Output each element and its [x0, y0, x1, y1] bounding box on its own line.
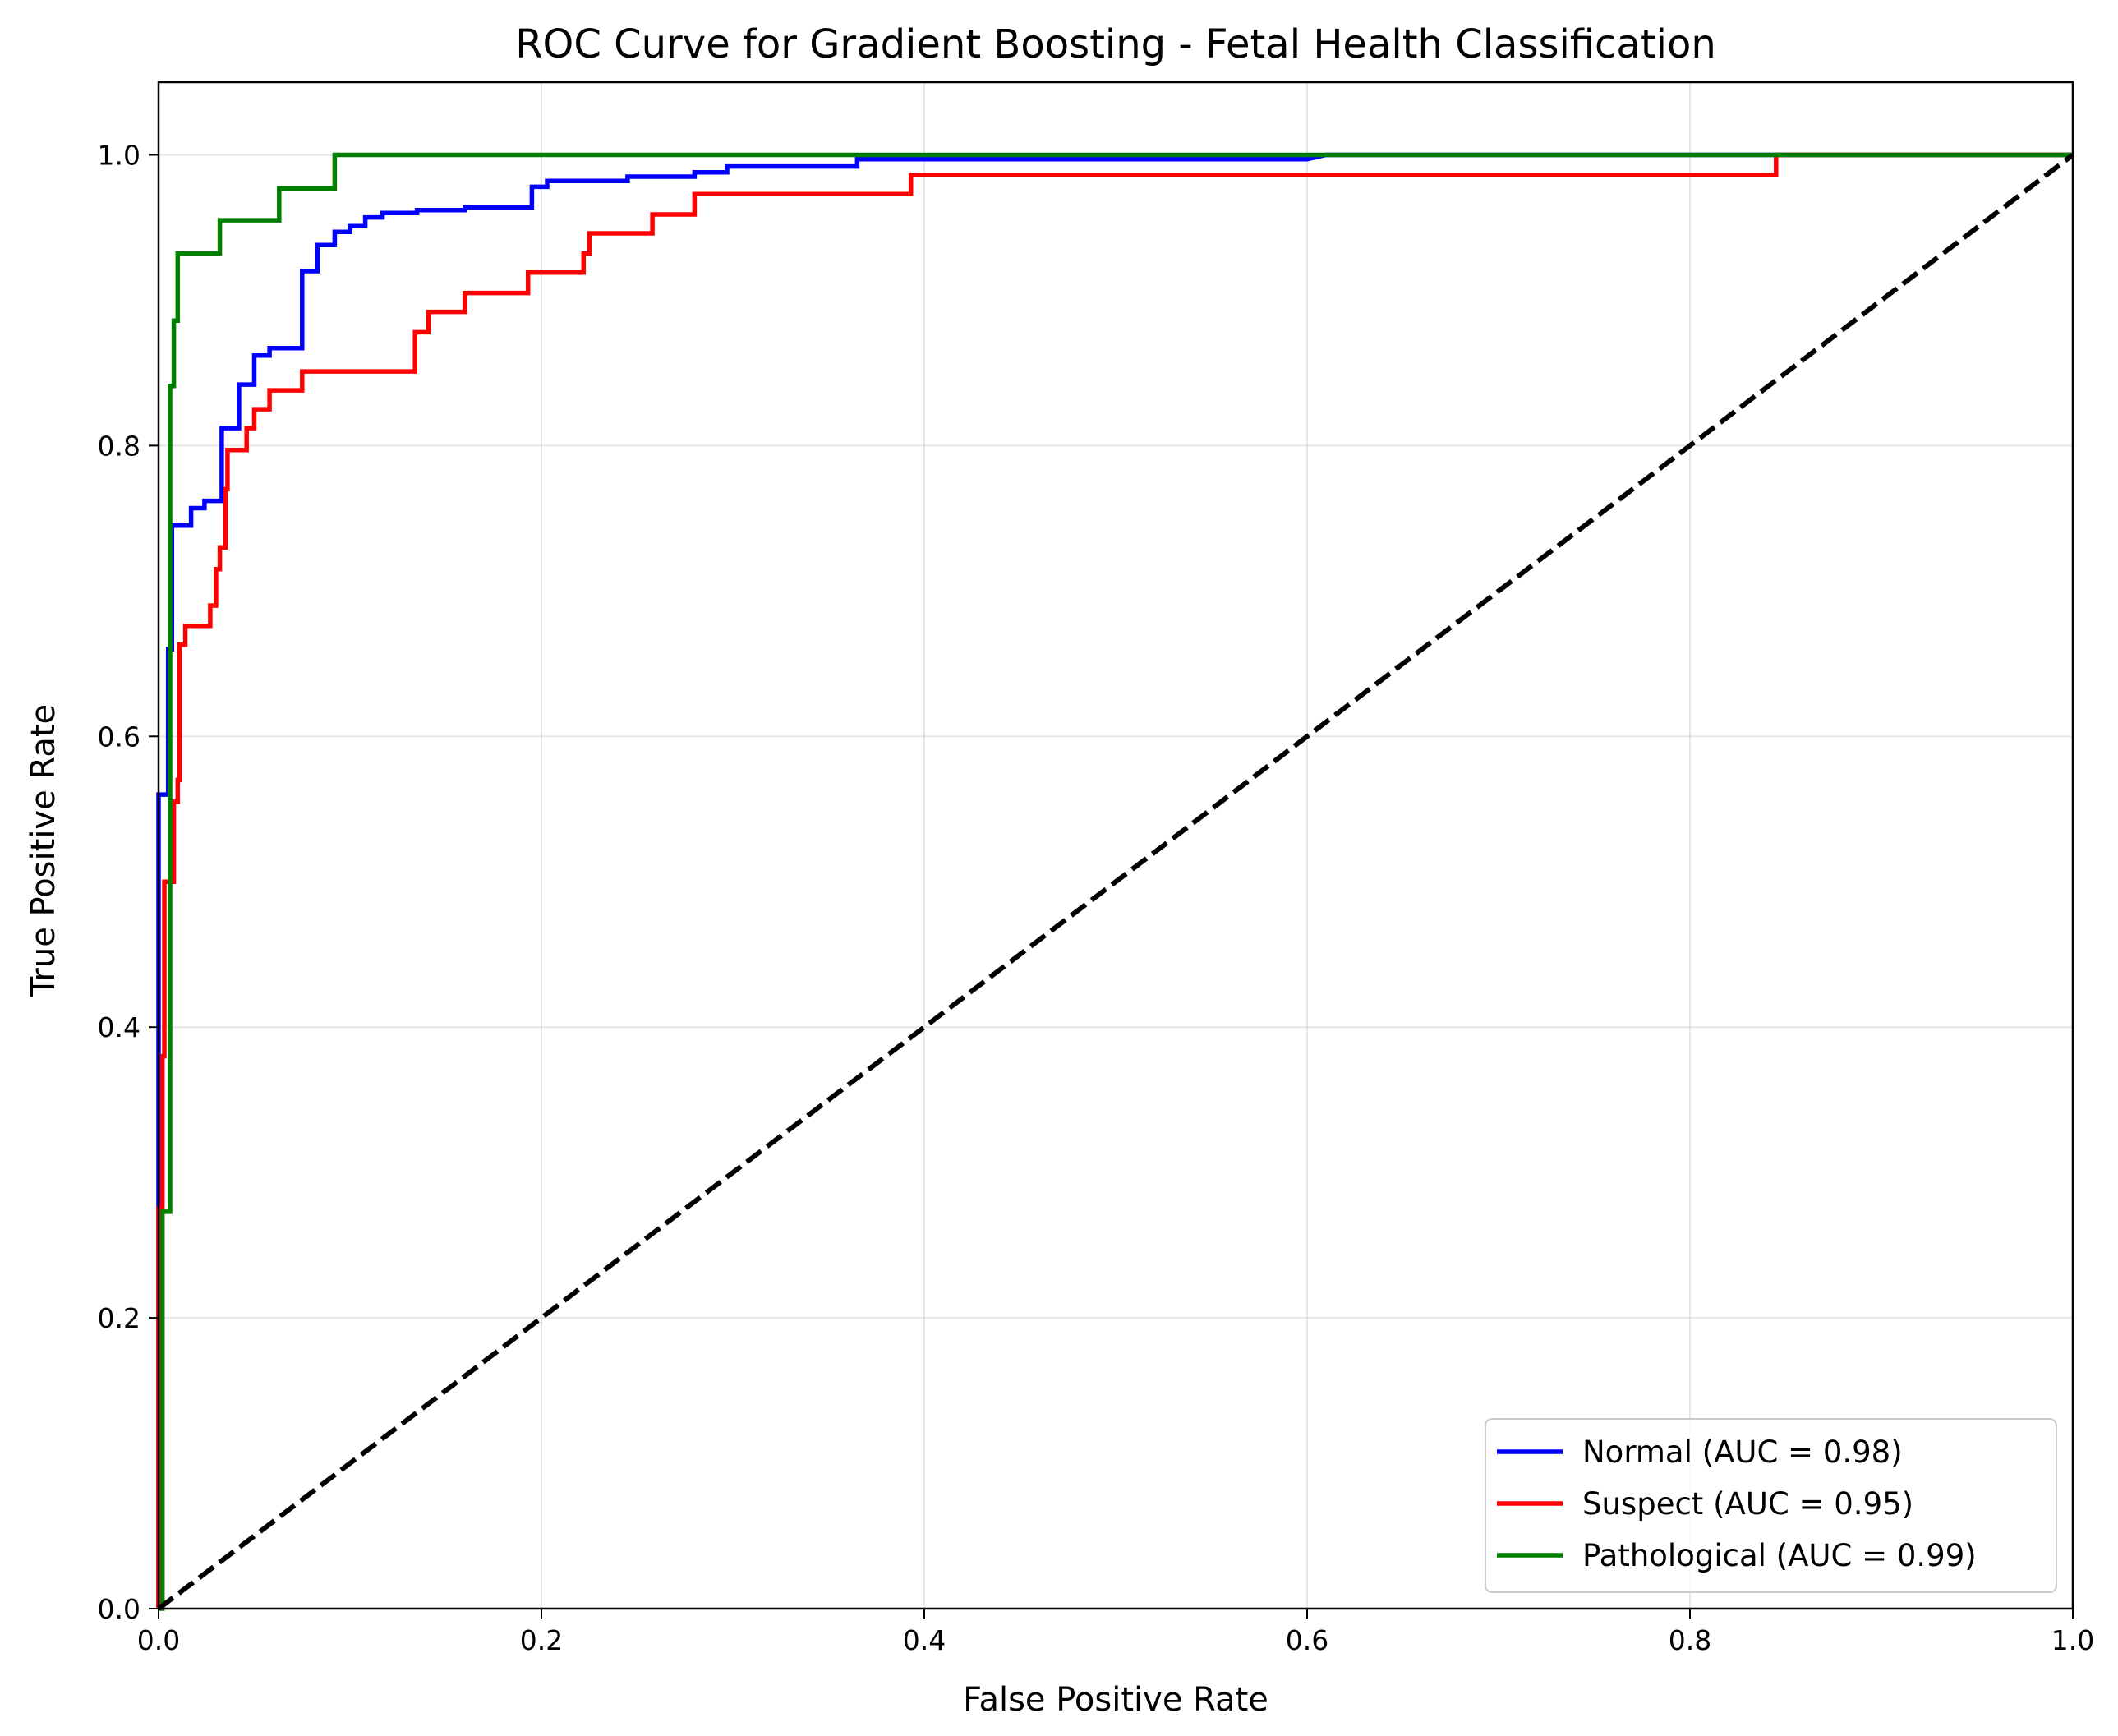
legend: Normal (AUC = 0.98) Suspect (AUC = 0.95) P…: [1485, 1418, 2057, 1593]
series-layer: [156, 152, 2074, 1611]
x-axis-label: False Positive Rate: [963, 1681, 1268, 1719]
grid: [158, 82, 2074, 1609]
x-tick-label: 0.6: [1286, 1624, 1328, 1656]
series-line-normal: [156, 152, 2073, 1609]
plot-frame: [157, 81, 2074, 1610]
y-tick-label: 0.4: [98, 1011, 140, 1043]
y-axis-ticks: 0.0 0.2 0.4 0.6 0.8 1.0: [98, 139, 159, 1625]
x-tick-label: 0.8: [1669, 1624, 1711, 1656]
x-axis-ticks: 0.0 0.2 0.4 0.6 0.8 1.0: [137, 1609, 2094, 1656]
x-tick-label: 0.4: [903, 1624, 946, 1656]
y-axis-label: True Positive Rate: [25, 704, 62, 997]
y-tick-label: 0.8: [98, 430, 140, 462]
diagonal-reference-line: [157, 153, 2074, 1611]
y-tick-label: 1.0: [98, 139, 140, 171]
y-tick-label: 0.0: [98, 1593, 140, 1625]
x-tick-label: 1.0: [2051, 1624, 2094, 1656]
y-tick-label: 0.6: [98, 721, 140, 753]
series-line-suspect: [156, 152, 2073, 1609]
x-tick-label: 0.0: [137, 1624, 180, 1656]
legend-label: Suspect (AUC = 0.95): [1582, 1486, 1913, 1522]
series-line-pathological: [159, 152, 2073, 1611]
legend-label: Normal (AUC = 0.98): [1582, 1434, 1903, 1470]
y-tick-label: 0.2: [98, 1302, 140, 1334]
chart-title: ROC Curve for Gradient Boosting - Fetal …: [515, 21, 1716, 67]
legend-box: [1485, 1418, 2057, 1593]
x-tick-label: 0.2: [520, 1624, 563, 1656]
legend-label: Pathological (AUC = 0.99): [1582, 1538, 1977, 1573]
